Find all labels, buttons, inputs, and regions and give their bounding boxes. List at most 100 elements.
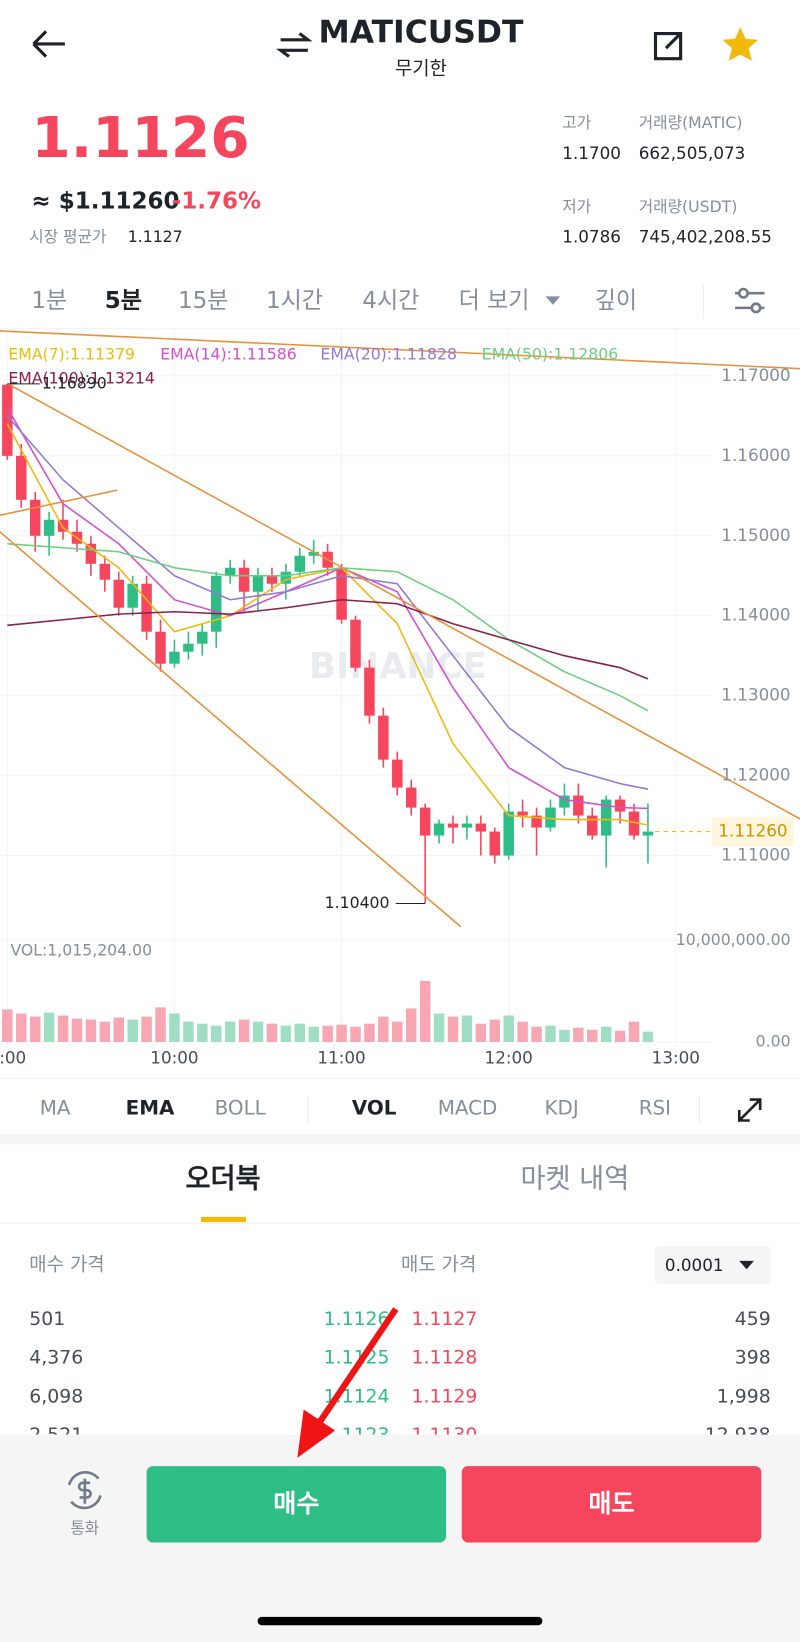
volume-bar	[614, 1030, 626, 1042]
annotation: 1.10400	[325, 893, 390, 912]
candle-body	[489, 831, 500, 856]
interval-tab[interactable]: 1분	[31, 288, 67, 314]
candle-body	[85, 543, 97, 564]
indicator-tab[interactable]: MACD	[438, 1096, 498, 1119]
volume-bar	[113, 1017, 124, 1042]
tab[interactable]: 오더북	[185, 1164, 260, 1195]
last-price-tag-bg	[712, 816, 794, 847]
buy-label[interactable]: 매수	[273, 1489, 319, 1518]
volume-bar	[2, 1009, 13, 1042]
indicator-tab[interactable]: BOLL	[215, 1096, 266, 1119]
y-tick-label: 1.13000	[721, 685, 790, 705]
volume-bar	[405, 1008, 417, 1042]
interval-tab[interactable]: 5분	[105, 288, 142, 314]
candle-body	[628, 811, 640, 836]
trend-lines	[0, 330, 800, 928]
back-button[interactable]	[32, 30, 65, 58]
indicator-tab[interactable]: KDJ	[545, 1096, 579, 1119]
stat-label: 거래량(MATIC)	[639, 113, 743, 132]
candle-body	[197, 631, 208, 644]
precision-select[interactable]	[654, 1246, 771, 1284]
x-tick-label: 13:00	[652, 1048, 700, 1068]
candle-body	[29, 499, 41, 536]
volume-bar	[85, 1019, 97, 1042]
orderbook: 501 1.1126 1.1127 459 4,376 1.1125 1.1128 398 6,…	[29, 1309, 771, 1435]
volume-bar	[238, 1019, 250, 1042]
share-icon[interactable]	[653, 31, 683, 61]
dropdown-caret	[739, 1260, 754, 1270]
y-tick-label: 1.12000	[721, 765, 790, 785]
indicator-tab[interactable]: RSI	[639, 1096, 671, 1119]
interval-tab[interactable]: 1시간	[266, 288, 323, 314]
ema-line	[6, 407, 648, 810]
interval-tab[interactable]: 더 보기	[459, 288, 530, 314]
volume-bar	[433, 1013, 445, 1042]
candle-body	[405, 787, 417, 808]
volume-tick-label: 10,000,000.00	[676, 930, 791, 949]
indicator-tab[interactable]: EMA	[126, 1096, 175, 1119]
legend-entry: EMA(14):1.11586	[160, 344, 297, 363]
candle-body	[517, 811, 528, 816]
band	[0, 1134, 800, 1145]
volume-bar	[559, 1029, 570, 1042]
candle-body	[210, 575, 222, 632]
candle-body	[141, 583, 152, 632]
ask-qty: 398	[735, 1348, 771, 1369]
last-price: 1.1126	[31, 106, 249, 171]
candle-body	[559, 795, 570, 808]
volume-bar	[628, 1021, 640, 1042]
candle-body	[57, 519, 69, 532]
candle-body	[16, 455, 27, 500]
settings-icon[interactable]	[735, 287, 765, 314]
volume-tick-label: 0.00	[756, 1031, 791, 1050]
candle-body	[378, 715, 389, 760]
sell-button[interactable]	[461, 1466, 762, 1543]
tab[interactable]: 마켓 내역	[520, 1164, 629, 1195]
volume-bar	[461, 1015, 473, 1042]
volume-bar	[169, 1013, 180, 1042]
favorite-star[interactable]	[722, 27, 759, 61]
y-tick-label: 1.16000	[721, 445, 790, 465]
sell-label[interactable]: 매도	[588, 1489, 634, 1518]
contract-type: 무기한	[395, 58, 447, 80]
candle-body	[224, 567, 236, 576]
y-tick-label: 1.14000	[721, 605, 790, 625]
swap-icon[interactable]	[275, 32, 313, 58]
interval-tab[interactable]: 4시간	[362, 288, 419, 314]
currency-label[interactable]: 통화	[70, 1518, 99, 1537]
candle-body	[447, 823, 459, 828]
precision-value[interactable]: 0.0001	[665, 1255, 724, 1275]
interval-tab[interactable]: 15분	[178, 288, 228, 314]
symbol[interactable]: MATICUSDT	[318, 15, 523, 51]
volume-label: VOL:1,015,204.00	[10, 940, 152, 959]
y-tick-label: 1.15000	[721, 525, 790, 545]
stat-value: 1.1700	[562, 143, 621, 163]
volume-bar	[280, 1025, 292, 1042]
volume-bar	[378, 1016, 389, 1042]
buy-button[interactable]	[146, 1466, 447, 1543]
mark-label: 시장 평균가	[29, 227, 106, 246]
candle-body	[99, 563, 111, 580]
candle-body	[294, 555, 306, 572]
ask-price: 1.1128	[412, 1348, 478, 1369]
volume-bar	[16, 1013, 27, 1042]
stat-label: 거래량(USDT)	[639, 197, 738, 216]
currency-icon[interactable]	[67, 1471, 102, 1510]
volume-bar	[308, 1026, 319, 1042]
volume-bar	[545, 1025, 556, 1042]
volume-bar	[197, 1023, 208, 1042]
tab-indicator	[201, 1216, 247, 1223]
candle-body	[280, 571, 292, 584]
indicator-tab[interactable]: MA	[40, 1096, 71, 1119]
interval-tab[interactable]: 깊이	[595, 288, 637, 314]
candle-body	[614, 799, 626, 812]
indicator-tab[interactable]: VOL	[352, 1096, 397, 1119]
expand-icon[interactable]	[737, 1098, 762, 1122]
volume-bar	[503, 1015, 514, 1042]
candle-body	[392, 759, 403, 788]
candle-body	[127, 583, 138, 608]
bid-price: 1.1125	[324, 1348, 390, 1369]
candle-body	[600, 799, 612, 836]
volume-bar	[127, 1019, 138, 1042]
